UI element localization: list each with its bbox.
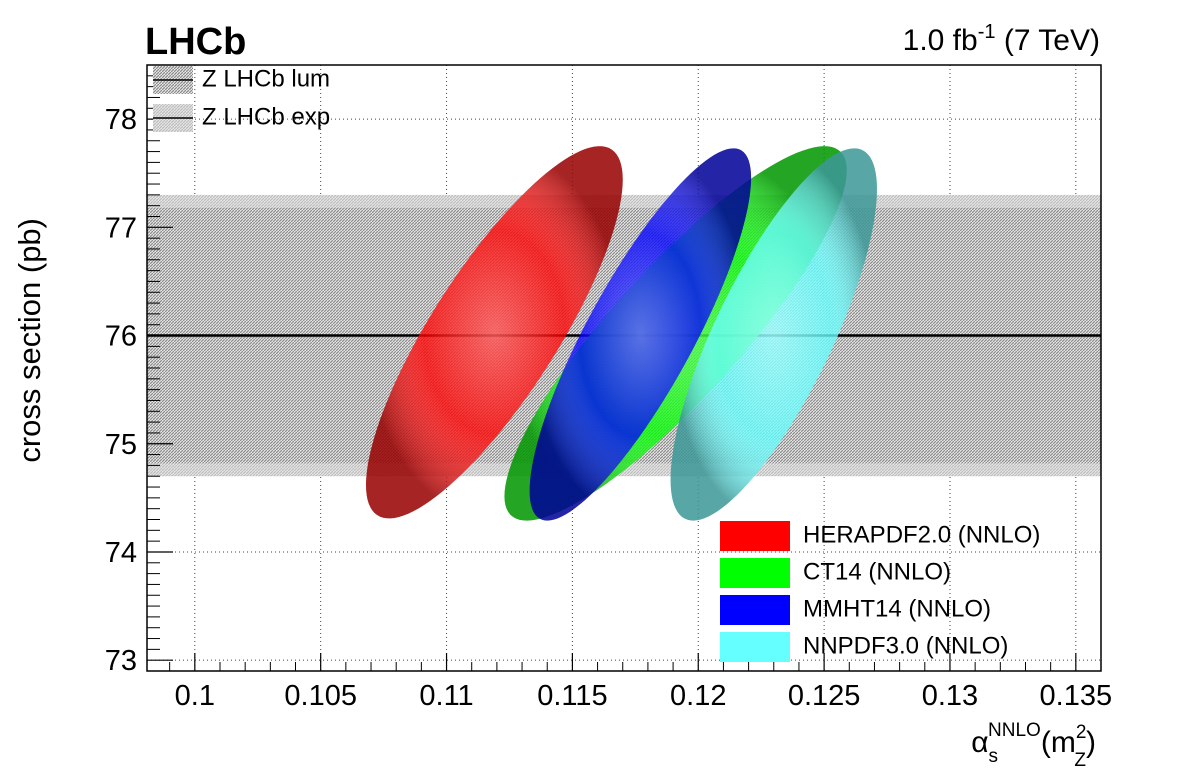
x-tick-label: 0.12 xyxy=(670,680,726,712)
x-axis-title-part: s xyxy=(989,746,999,767)
x-tick-label: 0.1 xyxy=(175,680,215,712)
x-axis-title-part: Z xyxy=(1074,750,1086,771)
legend-label: NNPDF3.0 (NNLO) xyxy=(803,632,1008,659)
annotation-part: -1 xyxy=(978,21,996,43)
x-tick-label: 0.11 xyxy=(419,680,473,712)
annotation-part: 1.0 fb xyxy=(903,24,978,57)
legend-label: Z LHCb lum xyxy=(202,65,330,92)
legend-label: HERAPDF2.0 (NNLO) xyxy=(803,521,1040,548)
legend-swatch xyxy=(720,595,790,625)
annotation: 1.0 fb-1 (7 TeV) xyxy=(903,21,1100,57)
x-tick-label: 0.125 xyxy=(788,680,861,712)
x-axis-title-part: 2 xyxy=(1076,722,1087,743)
legend-label: MMHT14 (NNLO) xyxy=(803,595,991,622)
x-tick-label: 0.115 xyxy=(537,680,607,712)
legend-label: Z LHCb exp xyxy=(202,103,330,130)
x-tick-label: 0.135 xyxy=(1040,680,1113,712)
y-tick-label: 77 xyxy=(105,212,137,244)
x-axis-title-part: (m xyxy=(1041,726,1076,759)
y-tick-label: 76 xyxy=(105,321,137,353)
y-tick-label: 74 xyxy=(105,537,137,569)
x-tick-label: 0.13 xyxy=(922,680,978,712)
legend-label: CT14 (NNLO) xyxy=(803,558,951,585)
y-tick-label: 73 xyxy=(105,645,137,677)
y-tick-label: 75 xyxy=(105,429,137,461)
y-axis-title: cross section (pb) xyxy=(12,218,47,463)
annotation-part: (7 TeV) xyxy=(996,24,1101,57)
legend-swatch xyxy=(720,521,790,551)
legend-swatch xyxy=(720,558,790,588)
y-tick-label: 78 xyxy=(105,104,137,136)
x-axis-title-part: NNLO xyxy=(988,720,1041,741)
x-axis-title: αs NNLO(m2 Z) xyxy=(971,720,1096,771)
x-tick-label: 0.105 xyxy=(284,680,357,712)
x-axis-title-part: α xyxy=(971,726,988,759)
x-axis-title-part: ) xyxy=(1086,726,1096,759)
legend-swatch xyxy=(720,632,790,662)
chart-title: LHCb xyxy=(145,21,246,63)
